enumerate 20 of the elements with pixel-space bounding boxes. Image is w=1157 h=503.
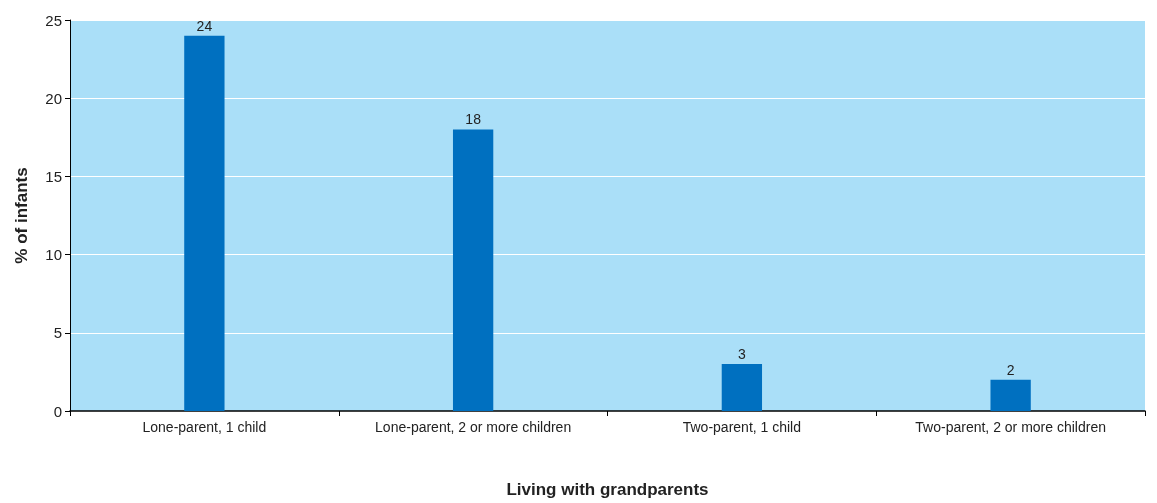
data-label: 24 <box>196 17 213 34</box>
x-axis-title: Living with grandparents <box>506 480 709 499</box>
bar <box>990 379 1031 411</box>
x-tick-label: Lone-parent, 1 child <box>142 419 267 435</box>
y-tick-label: 25 <box>45 11 62 29</box>
bar <box>452 129 494 411</box>
data-label: 3 <box>737 346 746 363</box>
x-tick-label: Two-parent, 2 or more children <box>915 419 1106 435</box>
y-tick-label: 5 <box>53 324 62 342</box>
bar <box>721 364 763 411</box>
y-tick-label: 0 <box>53 402 62 420</box>
data-label: 2 <box>1006 361 1015 378</box>
bar <box>184 35 225 411</box>
y-axis-title: % of infants <box>12 167 31 264</box>
x-tick-label: Lone-parent, 2 or more children <box>375 419 572 435</box>
data-label: 18 <box>465 111 482 128</box>
x-tick-label: Two-parent, 1 child <box>682 419 802 435</box>
y-tick-label: 20 <box>45 89 62 107</box>
y-tick-label: 15 <box>45 167 62 185</box>
y-tick-label: 10 <box>45 246 62 264</box>
